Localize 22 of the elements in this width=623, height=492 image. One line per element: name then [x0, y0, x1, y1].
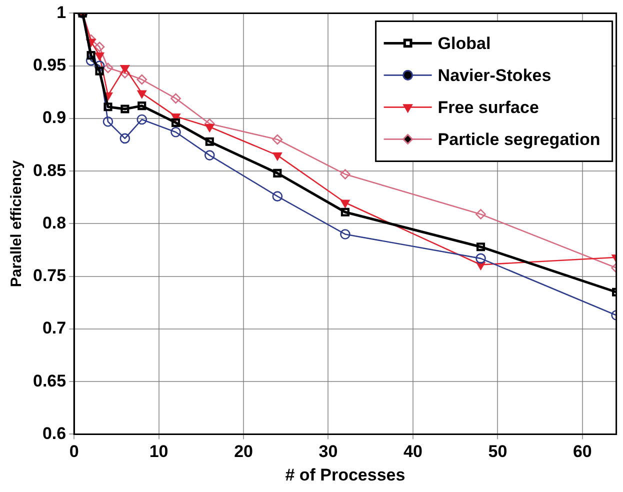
y-tick-label: 0.85 [32, 160, 66, 180]
y-tick-label: 0.8 [42, 213, 66, 232]
x-tick-label: 60 [572, 442, 592, 462]
y-tick-label: 0.9 [42, 108, 66, 128]
y-tick-label: 1 [56, 2, 66, 22]
y-tick-label: 0.7 [42, 318, 66, 338]
legend-label: Global [438, 34, 491, 53]
x-tick-label: 0 [69, 442, 79, 462]
y-tick-label: 0.6 [42, 424, 66, 443]
x-tick-label: 10 [149, 442, 168, 462]
y-tick-label: 0.95 [32, 56, 66, 75]
y-tick-label: 0.75 [32, 266, 66, 286]
x-axis-title: # of Processes [285, 465, 406, 484]
x-tick-label: 50 [488, 442, 508, 462]
legend-label: Free surface [438, 98, 539, 117]
legend-label: Particle segregation [438, 130, 600, 149]
y-tick-label: 0.65 [32, 371, 66, 390]
x-tick-label: 40 [404, 442, 422, 462]
x-tick-label: 20 [234, 442, 253, 462]
x-tick-label: 30 [318, 442, 338, 462]
legend-label: Navier-Stokes [438, 66, 552, 85]
y-axis-title: Parallel efficiency [8, 160, 26, 288]
